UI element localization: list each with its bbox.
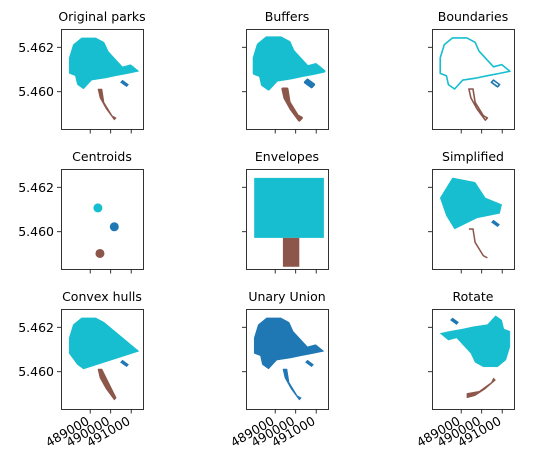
panel-plot-area bbox=[68, 317, 140, 401]
axes-frame bbox=[432, 29, 515, 130]
panel-5: Envelopes bbox=[242, 149, 329, 274]
y-tick-label: 5.462 bbox=[18, 320, 54, 335]
large-park-envelope bbox=[254, 177, 324, 238]
panel-title: Original parks bbox=[58, 9, 145, 24]
axes-frame bbox=[246, 29, 329, 130]
axes-frame bbox=[61, 29, 144, 130]
stream-boundary bbox=[468, 88, 489, 121]
stream-rotated bbox=[466, 377, 496, 399]
y-tick-label: 5.460 bbox=[18, 224, 54, 239]
axes-frame bbox=[246, 169, 329, 270]
panel-2: Buffers bbox=[242, 9, 329, 134]
axes-frame bbox=[61, 309, 144, 410]
small-park-buffer bbox=[303, 78, 316, 89]
stream-polygon bbox=[97, 88, 117, 121]
panel-title: Simplified bbox=[442, 149, 504, 164]
panel-title: Rotate bbox=[453, 289, 494, 304]
small-park-polygon bbox=[120, 79, 129, 88]
stream-envelope bbox=[282, 237, 300, 267]
panel-4: Centroids 5.460 5.462 bbox=[18, 149, 144, 274]
y-tick-label: 5.462 bbox=[18, 180, 54, 195]
y-tick-label: 5.462 bbox=[18, 40, 54, 55]
large-park-union-part bbox=[253, 317, 325, 370]
panel-title: Convex hulls bbox=[62, 289, 142, 304]
small-park-rotated bbox=[450, 317, 459, 325]
large-park-centroid bbox=[93, 203, 103, 213]
panel-title: Buffers bbox=[265, 9, 309, 24]
panel-plot-area bbox=[254, 177, 324, 267]
stream-buffer bbox=[281, 87, 303, 122]
stream-union-part bbox=[282, 368, 302, 401]
large-park-convex-hull bbox=[68, 317, 140, 370]
panel-plot-area bbox=[439, 315, 511, 399]
panel-title: Unary Union bbox=[248, 289, 325, 304]
panel-title: Centroids bbox=[72, 149, 132, 164]
small-park-boundary bbox=[490, 79, 501, 88]
large-park-buffer bbox=[252, 36, 326, 91]
axes-frame bbox=[432, 309, 515, 410]
large-park-rotated bbox=[439, 315, 511, 368]
panel-1: Original parks 5.460 5.462 bbox=[18, 9, 146, 134]
panel-3: Boundaries bbox=[428, 9, 515, 134]
panel-plot-area bbox=[93, 203, 119, 258]
large-park-polygon bbox=[68, 37, 140, 90]
panel-plot-area bbox=[68, 37, 140, 121]
small-park-centroid bbox=[109, 222, 119, 232]
panel-title: Boundaries bbox=[438, 9, 508, 24]
stream-centroid bbox=[95, 248, 105, 258]
panel-title: Envelopes bbox=[255, 149, 319, 164]
panel-plot-area bbox=[439, 177, 502, 259]
y-tick-label: 5.460 bbox=[18, 364, 54, 379]
panel-plot-area bbox=[439, 37, 511, 121]
panel-plot-area bbox=[253, 317, 325, 401]
y-tick-label: 5.460 bbox=[18, 84, 54, 99]
panel-plot-area bbox=[252, 36, 326, 122]
small-park-convex-hull bbox=[120, 359, 129, 368]
axes-frame bbox=[246, 309, 329, 410]
large-park-boundary bbox=[439, 37, 511, 90]
stream-convex-hull bbox=[97, 368, 117, 401]
small-park-union-part bbox=[305, 359, 314, 368]
stream-simplified bbox=[468, 228, 488, 259]
small-park-simplified bbox=[491, 219, 500, 228]
axes-frame bbox=[61, 169, 144, 270]
panel-6: Simplified bbox=[428, 149, 515, 274]
large-park-simplified bbox=[439, 177, 502, 230]
axes-frame bbox=[432, 169, 515, 270]
